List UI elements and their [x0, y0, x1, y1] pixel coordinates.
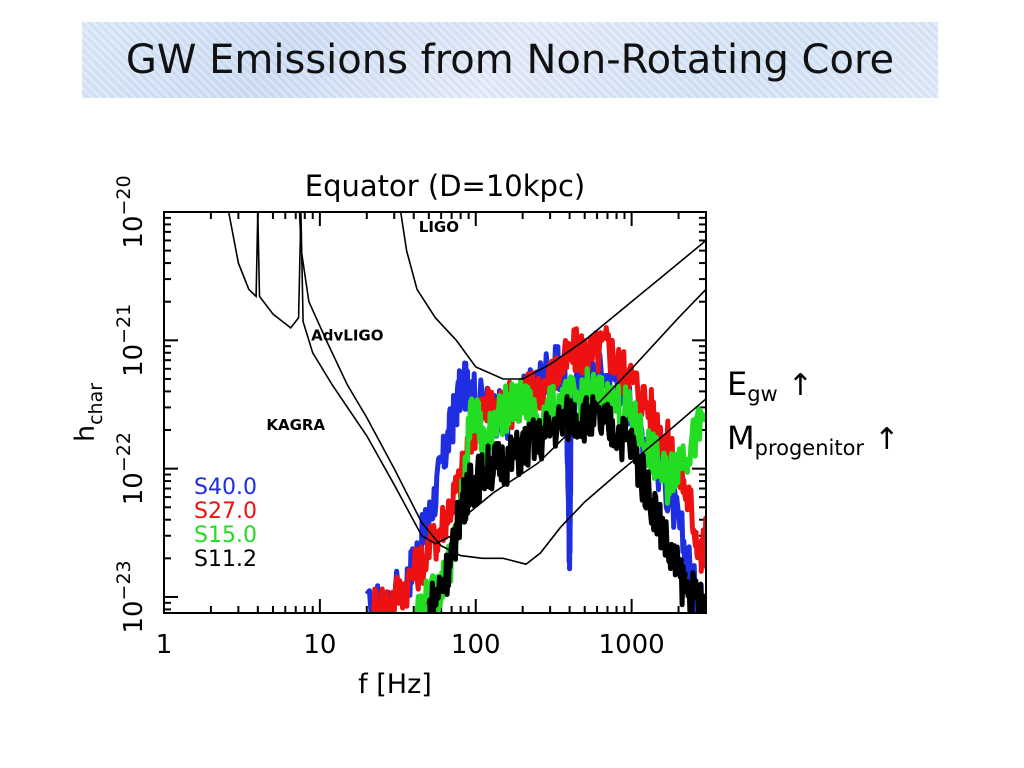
y-tick-label: 10−23: [113, 560, 149, 633]
y-tick-label: 10−20: [113, 175, 149, 248]
legend-entry: S11.2: [194, 547, 257, 572]
x-tick-label: 100: [451, 630, 501, 660]
x-tick-label: 10: [303, 630, 336, 660]
detector-label-ligo: LIGO: [419, 218, 459, 236]
title-banner: GW Emissions from Non-Rotating Core: [82, 22, 938, 98]
note-egw-symbol: E: [727, 365, 748, 403]
note-mprogenitor: Mprogenitor ↑: [727, 416, 899, 470]
note-egw: Egw ↑: [727, 362, 899, 416]
detector-label-advligo: AdvLIGO: [311, 326, 383, 344]
detector-curve-ligo: [399, 212, 706, 380]
side-notes: Egw ↑ Mprogenitor ↑: [727, 362, 899, 470]
y-tick-label: 10−21: [113, 304, 149, 377]
x-tick-label: 1000: [599, 630, 665, 660]
legend-entry: S40.0: [194, 475, 257, 500]
detector-label-kagra: KAGRA: [266, 416, 325, 434]
note-mprog-subscript: progenitor: [754, 436, 865, 460]
plot-frame: [163, 211, 707, 614]
gw-strain-chart: Equator (D=10kpc) 1 10 100 1000 10−20 10−21 10−…: [70, 169, 707, 700]
note-mprog-symbol: M: [727, 419, 755, 457]
series-S27-0: [371, 325, 706, 613]
up-arrow-icon: ↑: [787, 368, 813, 403]
slide-title: GW Emissions from Non-Rotating Core: [125, 37, 895, 83]
legend-entry: S27.0: [194, 499, 257, 524]
x-tick-label: 1: [156, 630, 173, 660]
detector-curve-advligo: [298, 212, 706, 566]
up-arrow-icon: ↑: [874, 422, 900, 457]
chart-title: Equator (D=10kpc): [305, 169, 585, 203]
note-egw-subscript: gw: [747, 382, 778, 406]
series-S11-2: [426, 394, 706, 613]
x-axis-label: f [Hz]: [358, 669, 432, 700]
y-axis-label: hchar: [70, 383, 107, 442]
legend-entry: S15.0: [194, 523, 257, 548]
y-tick-label: 10−22: [113, 432, 149, 505]
detector-curve-kagra: [227, 212, 706, 545]
